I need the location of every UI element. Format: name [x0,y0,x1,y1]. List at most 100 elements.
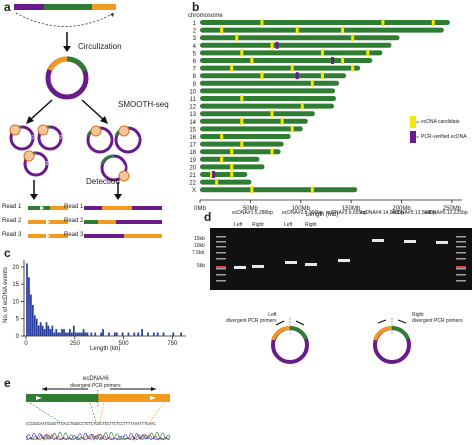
primer-right-label: Right divergent PCR primers [412,312,463,324]
candidate-mark [381,19,385,26]
marker-5kb: 5kb [197,263,206,269]
chromosome-bar-15 [200,126,303,132]
hist-bar [94,332,97,336]
ecdna-label-6: ecDNA#3 [104,165,126,171]
chrom-label-2: 2 [193,29,197,35]
candidate-mark [310,79,314,87]
c-y-tick-label: 5 [16,317,20,323]
c-ylabel: No. of ecDNA events [2,267,9,323]
legend-candidate: ecDNA candidate [421,119,460,125]
linear-fragment [14,4,116,27]
chrom-label-7: 7 [193,67,197,73]
chromosome-bar-14 [200,118,308,124]
c-x-tick-label: 750 [167,341,178,347]
gel-lane-label-4: ecDNA#4:14,980bp [360,210,404,216]
b-tick-label: 0Mb [194,206,206,212]
chrom-label-13: 13 [189,112,196,118]
chromosome-bar-18 [200,149,281,155]
candidate-mark [240,140,244,148]
e-subtitle: divergent PCR primers [70,383,121,389]
read-label-3: Read 3 [2,232,22,238]
e-title: ecDNA#6 [83,376,109,382]
c-y-tick-label: 15 [12,282,19,288]
chrom-label-14: 14 [189,120,196,126]
candidate-mark [295,26,299,34]
chromosome-bar-13 [200,111,315,117]
b-tick-label: 200Mb [392,206,411,212]
gel-lane-label-2: ecDNA#2:5,906bp [282,210,323,216]
chrom-label-6: 6 [193,59,197,65]
read-label-1: Read 1 [2,204,22,210]
candidate-mark [220,155,224,163]
candidate-mark [270,148,274,156]
candidate-mark [230,148,234,156]
verified-mark [331,57,334,64]
reads-right [84,206,162,238]
read-label-4: Read 1 [64,204,84,210]
ecdna-label-5: ecDNA#2 [118,137,140,143]
chrom-label-10: 10 [189,89,196,95]
chrom-label-12: 12 [189,105,196,111]
candidate-mark [351,34,355,42]
gel-sub-label: Right [305,222,317,228]
candidate-mark [210,171,214,178]
candidate-mark [300,102,304,110]
hist-bar [61,329,63,336]
hist-bar [127,332,130,336]
left-ecdna-group [9,124,63,177]
hist-bar [100,332,102,336]
hist-bar [67,332,69,336]
hist-bar [78,332,81,336]
hist-bar [59,332,62,336]
chromosome-bar-10 [200,88,336,94]
read-label-2: Read 2 [2,218,22,224]
b-legend [410,116,419,143]
chromosome-bar-1 [200,20,450,25]
chrom-label-1: 1 [193,21,197,27]
panel-d-letter: d [204,210,212,224]
candidate-mark [351,64,355,72]
hist-bar [115,332,118,336]
chromosome-bar-19 [200,156,260,162]
chromosome-bar-22 [200,179,252,185]
hist-bar [152,332,155,336]
hist-bar [162,332,165,336]
candidate-mark [235,34,239,42]
chromosome-bar-X [200,187,358,193]
hist-bar [113,332,116,336]
candidate-mark [250,57,254,64]
chromosome-bar-9 [200,80,340,86]
hist-bar [55,329,58,336]
hist-bar [69,329,71,336]
hist-bar [180,332,182,336]
candidate-mark [341,57,345,64]
hist-bar [53,332,56,336]
chromosome-bar-3 [200,35,400,41]
chromosome-bar-7 [200,65,361,71]
b-tick-label: 250Mb [443,206,462,212]
hist-bar [133,332,136,336]
hist-bar [76,332,79,336]
hist-bar [86,332,89,336]
b-tick-label: 100Mb [292,206,311,212]
gel-sub-label: Left [234,222,243,228]
candidate-mark [270,110,274,118]
candidate-mark [260,72,264,80]
hist-bar [108,332,110,336]
detection-label: Detection [86,177,120,186]
ecdna-label-3: ecDNA#3 [27,161,49,167]
candidate-mark [240,117,244,125]
candidate-mark [260,19,264,26]
candidate-mark [240,49,244,57]
c-y-tick-label: 20 [12,265,19,271]
marker-15kb: 15kb [194,236,205,242]
candidate-mark [366,49,370,57]
hist-bar [47,325,50,336]
candidate-mark [290,64,294,72]
hist-bar [57,332,60,336]
e-sequence: CCCGGCAATGGGGTTCACCTGGGCCTGTCTGGCTGCTTCT… [26,423,156,427]
candidate-mark [230,171,234,178]
candidate-mark [270,41,274,49]
gel-lane-label-1: ecDNA#1:5,286bp [232,210,273,216]
hist-bar [82,329,85,336]
